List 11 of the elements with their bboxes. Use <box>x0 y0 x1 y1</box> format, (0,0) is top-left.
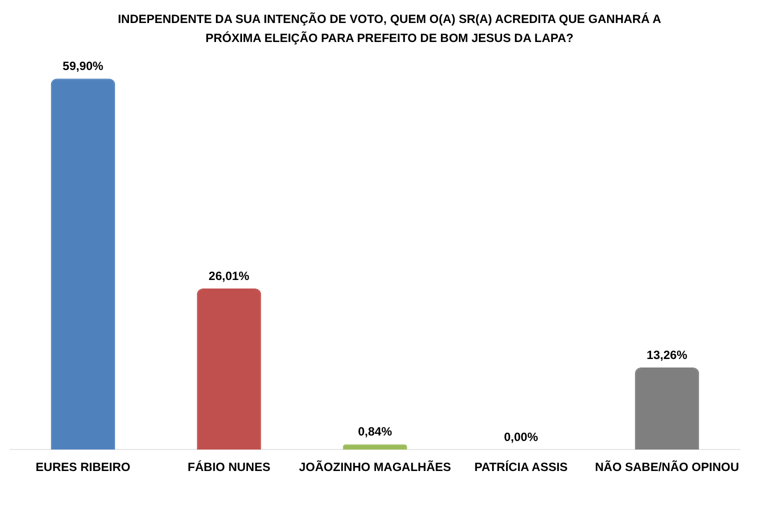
data-label: 59,90% <box>62 58 104 73</box>
data-label: 0,00% <box>504 430 538 444</box>
data-label: 0,84% <box>358 424 392 439</box>
x-tick-label: JOÃOZINHO MAGALHÃES <box>298 460 452 474</box>
chart-title: INDEPENDENTE DA SUA INTENÇÃO DE VOTO, QUEM O(A) SR(A) ACREDITA QUE GANHARÁ A PRÓXIMA ELEIÇÃO PARA PREFEITO DE BOM JESUS DA LAPA? <box>116 11 662 47</box>
x-tick-label: FÁBIO NUNES <box>188 460 270 474</box>
data-label: 26,01% <box>208 268 250 283</box>
data-label: 13,26% <box>646 348 688 362</box>
x-tick-label: NÃO SABE/NÃO OPINOU <box>594 460 740 474</box>
x-tick-label: PATRÍCIA ASSIS <box>474 460 568 474</box>
x-tick-label: EURES RIBEIRO <box>36 460 130 474</box>
